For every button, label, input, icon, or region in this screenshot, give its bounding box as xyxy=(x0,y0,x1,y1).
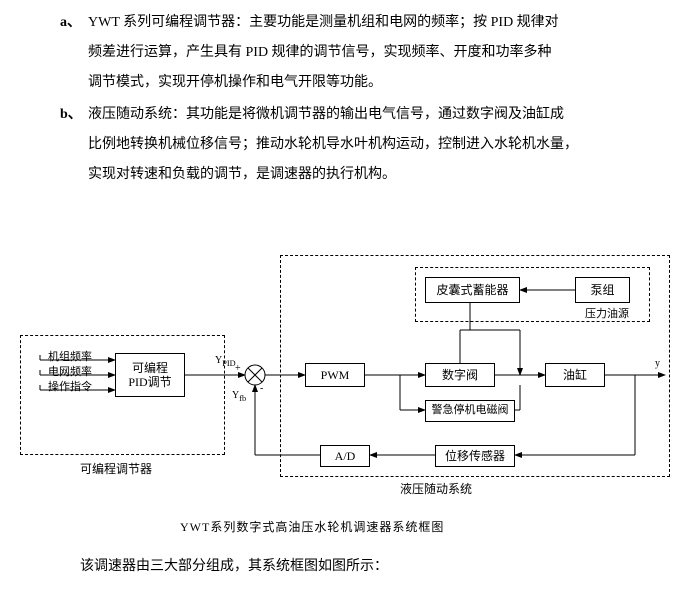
diagram-caption: YWT系列数字式高油压水轮机调速器系统框图 xyxy=(180,518,444,535)
signal-ypid: YPID xyxy=(215,355,236,368)
paragraph-a-l3: 调节模式，实现开停机操作和电气开限等功能。 xyxy=(88,68,670,99)
system-diagram: 机组频率 电网频率 操作指令 可编程 PID调节 PWM 数字阀 油缸 皮囊式蓄… xyxy=(20,255,675,500)
input-grid-freq: 电网频率 xyxy=(48,363,92,379)
block-pid: 可编程 PID调节 xyxy=(115,353,185,397)
label-oil-supply: 压力油源 xyxy=(585,305,629,321)
list-marker-a: a、 xyxy=(60,8,88,39)
paragraph-a: a、YWT 系列可编程调节器：主要功能是测量机组和电网的频率；按 PID 规律对 xyxy=(60,8,670,39)
footer-text: 该调速器由三大部分组成，其系统框图如图所示： xyxy=(80,552,670,583)
block-pump: 泵组 xyxy=(575,277,630,303)
input-op-cmd: 操作指令 xyxy=(48,378,92,394)
para-b-line3: 实现对转速和负载的调节，是调速器的执行机构。 xyxy=(88,167,396,182)
para-b-line2: 比例地转换机械位移信号；推动水轮机导水叶机构运动，控制进入水轮机水量， xyxy=(88,137,578,152)
para-a-line1: YWT 系列可编程调节器：主要功能是测量机组和电网的频率；按 PID 规律对 xyxy=(88,15,559,30)
list-marker-b: b、 xyxy=(60,100,88,131)
block-digital-valve: 数字阀 xyxy=(425,363,495,387)
block-estop: 警急停机电磁阀 xyxy=(425,400,515,422)
paragraph-b-l2: 比例地转换机械位移信号；推动水轮机导水叶机构运动，控制进入水轮机水量， xyxy=(88,130,678,161)
paragraph-b-l3: 实现对转速和负载的调节，是调速器的执行机构。 xyxy=(88,160,670,191)
block-ad: A/D xyxy=(320,445,370,467)
block-disp-sensor: 位移传感器 xyxy=(435,445,515,467)
para-b-line1: 液压随动系统：其功能是将微机调节器的输出电气信号，通过数字阀及油缸成 xyxy=(88,107,564,122)
para-a-line3: 调节模式，实现开停机操作和电气开限等功能。 xyxy=(88,75,382,90)
paragraph-a-l2: 频差进行运算，产生具有 PID 规律的调节信号，实现频率、开度和功率多种 xyxy=(88,38,670,69)
signal-ypid-sub: PID xyxy=(222,359,235,368)
para-a-line2: 频差进行运算，产生具有 PID 规律的调节信号，实现频率、开度和功率多种 xyxy=(88,45,552,60)
signal-y-out: y xyxy=(655,358,660,369)
signal-yfb: Yfb xyxy=(232,390,246,403)
paragraph-b: b、液压随动系统：其功能是将微机调节器的输出电气信号，通过数字阀及油缸成 xyxy=(60,100,670,131)
signal-minus: - xyxy=(260,383,263,394)
label-hydraulic: 液压随动系统 xyxy=(400,480,472,497)
signal-yfb-sub: fb xyxy=(239,394,246,403)
label-controller: 可编程调节器 xyxy=(80,460,152,477)
block-cylinder: 油缸 xyxy=(545,363,605,387)
signal-plus: + xyxy=(235,363,241,374)
block-pwm: PWM xyxy=(305,363,365,387)
block-accumulator: 皮囊式蓄能器 xyxy=(425,277,520,303)
input-unit-freq: 机组频率 xyxy=(48,348,92,364)
